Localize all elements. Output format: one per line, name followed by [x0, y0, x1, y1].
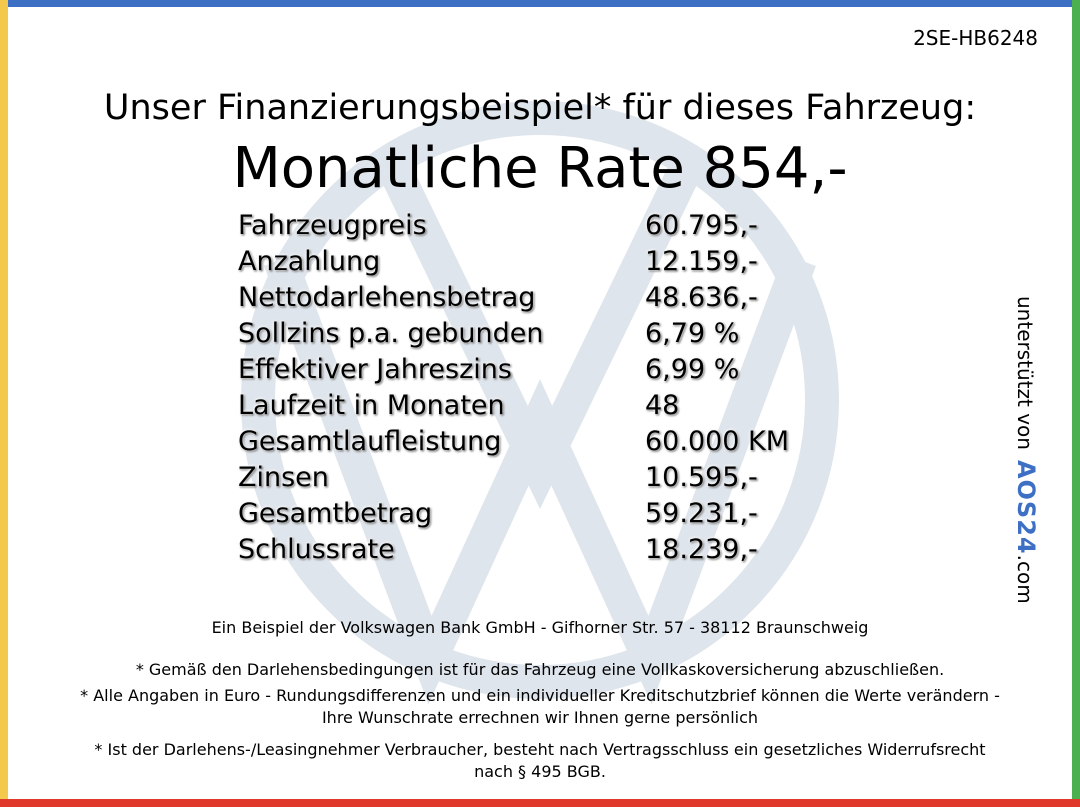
- lender: Ein Beispiel der Volkswagen Bank GmbH - …: [211, 618, 869, 637]
- row-value: 60.000 KM: [645, 426, 790, 457]
- row-value: 18.239,-: [645, 534, 758, 565]
- row-label: Fahrzeugpreis: [238, 210, 427, 241]
- note: * Alle Angaben in Euro - Rundungsdiffere…: [80, 686, 1000, 727]
- monthly-rate: Monatliche Rate 854,-: [232, 136, 848, 201]
- note: * Gemäß den Darlehensbedingungen ist für…: [135, 660, 945, 679]
- row-value: 48.636,-: [645, 282, 758, 313]
- vehicle-code: 2SE-HB6248: [913, 26, 1038, 50]
- credit-logo: AOS24: [1012, 459, 1040, 555]
- side-credit: unterstützt von AOS24.com: [1012, 296, 1040, 604]
- note: * Ist der Darlehens-/Leasingnehmer Verbr…: [94, 740, 986, 781]
- row-label: Nettodarlehensbetrag: [238, 282, 536, 313]
- row-value: 48: [645, 390, 680, 421]
- row-value: 12.159,-: [645, 246, 758, 277]
- row-label: Zinsen: [238, 462, 329, 493]
- row-label: Anzahlung: [238, 246, 381, 277]
- credit-text: unterstützt von: [1013, 296, 1037, 450]
- row-label: Laufzeit in Monaten: [238, 390, 505, 421]
- row-value: 6,99 %: [645, 354, 740, 385]
- row-value: 59.231,-: [645, 498, 758, 529]
- credit-domain: .com: [1013, 554, 1037, 604]
- row-label: Schlussrate: [238, 534, 395, 565]
- row-value: 60.795,-: [645, 210, 758, 241]
- row-label: Effektiver Jahreszins: [238, 354, 512, 385]
- row-label: Sollzins p.a. gebunden: [238, 318, 544, 349]
- heading: Unser Finanzierungsbeispiel* für dieses …: [103, 88, 977, 128]
- row-value: 6,79 %: [645, 318, 740, 349]
- watermark: [241, 101, 839, 705]
- row-label: Gesamtlaufleistung: [238, 426, 502, 457]
- row-value: 10.595,-: [645, 462, 758, 493]
- row-label: Gesamtbetrag: [238, 498, 433, 529]
